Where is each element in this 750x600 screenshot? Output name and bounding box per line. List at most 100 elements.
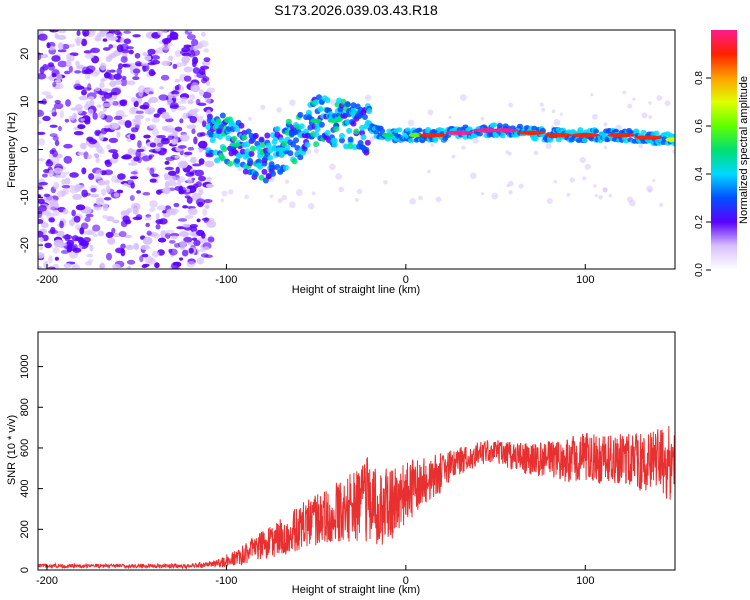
noise-blob — [105, 231, 114, 239]
noise-blob — [409, 198, 416, 205]
noise-blob — [52, 135, 59, 141]
noise-blob — [338, 186, 345, 193]
noise-blob — [38, 184, 43, 189]
track-blob — [264, 132, 271, 139]
noise-blob — [139, 104, 149, 110]
noise-blob — [100, 188, 107, 197]
noise-blob — [147, 62, 157, 66]
noise-blob — [189, 223, 198, 228]
noise-blob — [106, 215, 115, 222]
noise-blob — [84, 72, 91, 80]
track-blob — [324, 129, 331, 136]
spectrogram-ytick-label: 0 — [19, 146, 31, 152]
noise-blob — [154, 136, 161, 145]
noise-blob — [94, 70, 101, 75]
noise-blob — [551, 109, 556, 114]
noise-blob — [99, 62, 107, 71]
noise-blob — [164, 160, 170, 165]
noise-blob — [105, 179, 110, 186]
noise-blob — [113, 73, 122, 80]
noise-blob — [641, 112, 648, 119]
noise-blob — [189, 93, 196, 101]
track-blob — [318, 121, 325, 128]
track-blob — [231, 135, 238, 142]
spectrogram-xtick-label: 0 — [403, 274, 409, 286]
track-blob — [267, 154, 274, 161]
spectrogram-xtick-label: 100 — [576, 274, 594, 286]
noise-blob — [162, 187, 171, 195]
noise-blob — [116, 31, 123, 37]
noise-blob — [584, 163, 591, 170]
noise-blob — [97, 32, 106, 38]
track-blob — [244, 141, 251, 148]
noise-blob — [51, 55, 61, 62]
track-blob — [344, 118, 351, 125]
noise-blob — [53, 167, 63, 174]
noise-blob — [49, 149, 55, 155]
noise-blob — [106, 144, 111, 150]
noise-blob — [197, 140, 208, 149]
noise-blob — [86, 253, 94, 258]
noise-blob — [76, 107, 83, 114]
noise-blob — [205, 80, 211, 87]
track-blob — [297, 154, 304, 161]
noise-blob — [201, 120, 207, 128]
noise-blob — [508, 189, 513, 195]
track-blob — [290, 141, 297, 148]
noise-blob — [82, 30, 90, 37]
noise-blob — [149, 107, 156, 113]
noise-blob — [90, 187, 97, 193]
noise-blob — [173, 202, 180, 208]
colorbar-tick-label: 0.4 — [694, 167, 705, 181]
noise-blob — [49, 133, 58, 138]
noise-blob — [95, 169, 102, 176]
noise-blob — [192, 67, 201, 74]
noise-blob — [138, 90, 144, 97]
noise-blob — [100, 170, 107, 176]
noise-blob — [144, 215, 152, 222]
noise-blob — [480, 192, 485, 196]
noise-blob — [57, 126, 63, 132]
colorbar-tick-label: 0.6 — [694, 119, 705, 133]
noise-blob — [98, 110, 105, 119]
noise-blob — [42, 63, 49, 71]
noise-blob — [57, 49, 67, 53]
track-blob — [593, 128, 600, 134]
noise-blob — [113, 115, 123, 121]
track-core — [310, 118, 323, 124]
noise-blob — [603, 145, 608, 150]
noise-blob — [628, 199, 636, 207]
noise-blob — [632, 97, 636, 101]
noise-blob — [52, 246, 60, 254]
noise-blob — [602, 187, 608, 192]
noise-blob — [117, 173, 126, 180]
noise-blob — [198, 158, 205, 165]
noise-blob — [179, 97, 188, 101]
track-blob — [313, 141, 320, 148]
track-core — [517, 130, 546, 135]
spectrogram-ytick-label: -10 — [19, 189, 31, 205]
noise-blob — [157, 30, 164, 36]
noise-blob — [427, 169, 431, 174]
noise-blob — [73, 131, 84, 136]
noise-blob — [155, 219, 164, 225]
noise-blob — [92, 175, 102, 180]
noise-blob — [187, 30, 193, 33]
noise-blob — [136, 190, 142, 194]
noise-blob — [59, 220, 64, 229]
noise-blob — [582, 176, 587, 181]
noise-blob — [103, 72, 111, 79]
track-blob — [241, 134, 248, 141]
noise-blob — [313, 147, 320, 154]
noise-blob — [102, 214, 108, 219]
noise-blob — [508, 180, 514, 187]
noise-blob — [63, 143, 73, 149]
noise-blob — [196, 218, 201, 223]
track-blob — [215, 118, 222, 125]
noise-blob — [131, 96, 136, 103]
noise-blob — [73, 243, 78, 252]
noise-blob — [448, 115, 452, 119]
noise-blob — [116, 44, 124, 53]
track-blob — [258, 174, 265, 181]
noise-blob — [60, 242, 67, 247]
